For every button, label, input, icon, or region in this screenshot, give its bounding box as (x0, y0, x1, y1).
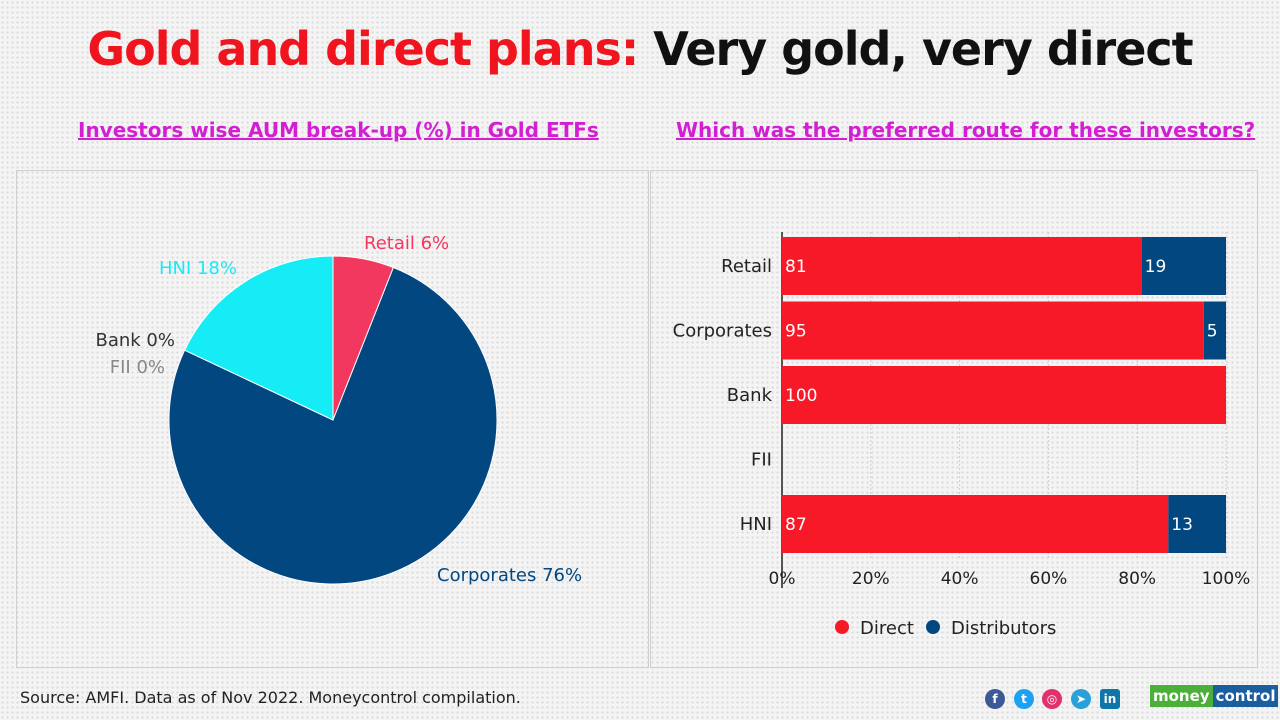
bar-segment-distributors (1168, 495, 1226, 553)
bar-segment-distributors (1141, 237, 1226, 295)
bar-segment-direct (782, 301, 1204, 360)
x-tick-label: 100% (1202, 569, 1251, 589)
legend-marker (835, 620, 849, 634)
pie-label: Bank 0% (96, 330, 176, 351)
y-tick-label: HNI (740, 514, 772, 535)
y-tick-label: Bank (727, 385, 773, 406)
legend-marker (926, 620, 940, 634)
pie-slice (168, 266, 498, 585)
x-tick-label: 40% (941, 569, 979, 589)
x-tick-label: 60% (1030, 569, 1068, 589)
bar-data-label: 95 (785, 322, 807, 342)
y-tick-label: FII (751, 450, 772, 471)
legend-label: Distributors (951, 618, 1056, 639)
bar-segment-direct (782, 237, 1142, 295)
moneycontrol-logo: money control (1150, 685, 1279, 707)
bar-data-label: 5 (1207, 322, 1218, 342)
bar-data-label: 19 (1145, 257, 1167, 277)
bar-segment-distributors (1203, 301, 1226, 360)
pie-title: Investors wise AUM break-up (%) in Gold … (78, 118, 599, 142)
y-tick-label: Corporates (673, 321, 772, 342)
bar-segment-direct (782, 495, 1169, 553)
telegram-icon[interactable]: ➤ (1071, 689, 1091, 709)
pie-label: Retail 6% (364, 233, 449, 254)
bar-data-label: 87 (785, 515, 807, 535)
legend-label: Direct (860, 618, 914, 639)
page-title: Gold and direct plans: Very gold, very d… (87, 22, 1193, 76)
pie-label: Corporates 76% (437, 565, 582, 586)
bar-segment-direct (782, 366, 1226, 424)
bar-data-label: 100 (785, 386, 817, 406)
bar-data-label: 13 (1171, 515, 1193, 535)
x-tick-label: 20% (852, 569, 890, 589)
instagram-icon[interactable]: ◎ (1042, 689, 1062, 709)
x-tick-label: 80% (1118, 569, 1156, 589)
pie-panel (16, 170, 649, 668)
pie-slice (183, 255, 334, 421)
pie-label: FII 0% (110, 357, 165, 378)
facebook-icon[interactable]: f (985, 689, 1005, 709)
y-tick-label: Retail (721, 256, 772, 277)
bar-data-label: 81 (785, 257, 807, 277)
pie-label: HNI 18% (159, 258, 237, 279)
source-note: Source: AMFI. Data as of Nov 2022. Money… (20, 688, 521, 707)
bar-panel (650, 170, 1258, 668)
linkedin-icon[interactable]: in (1100, 689, 1120, 709)
bar-title: Which was the preferred route for these … (676, 118, 1256, 142)
twitter-icon[interactable]: t (1014, 689, 1034, 709)
